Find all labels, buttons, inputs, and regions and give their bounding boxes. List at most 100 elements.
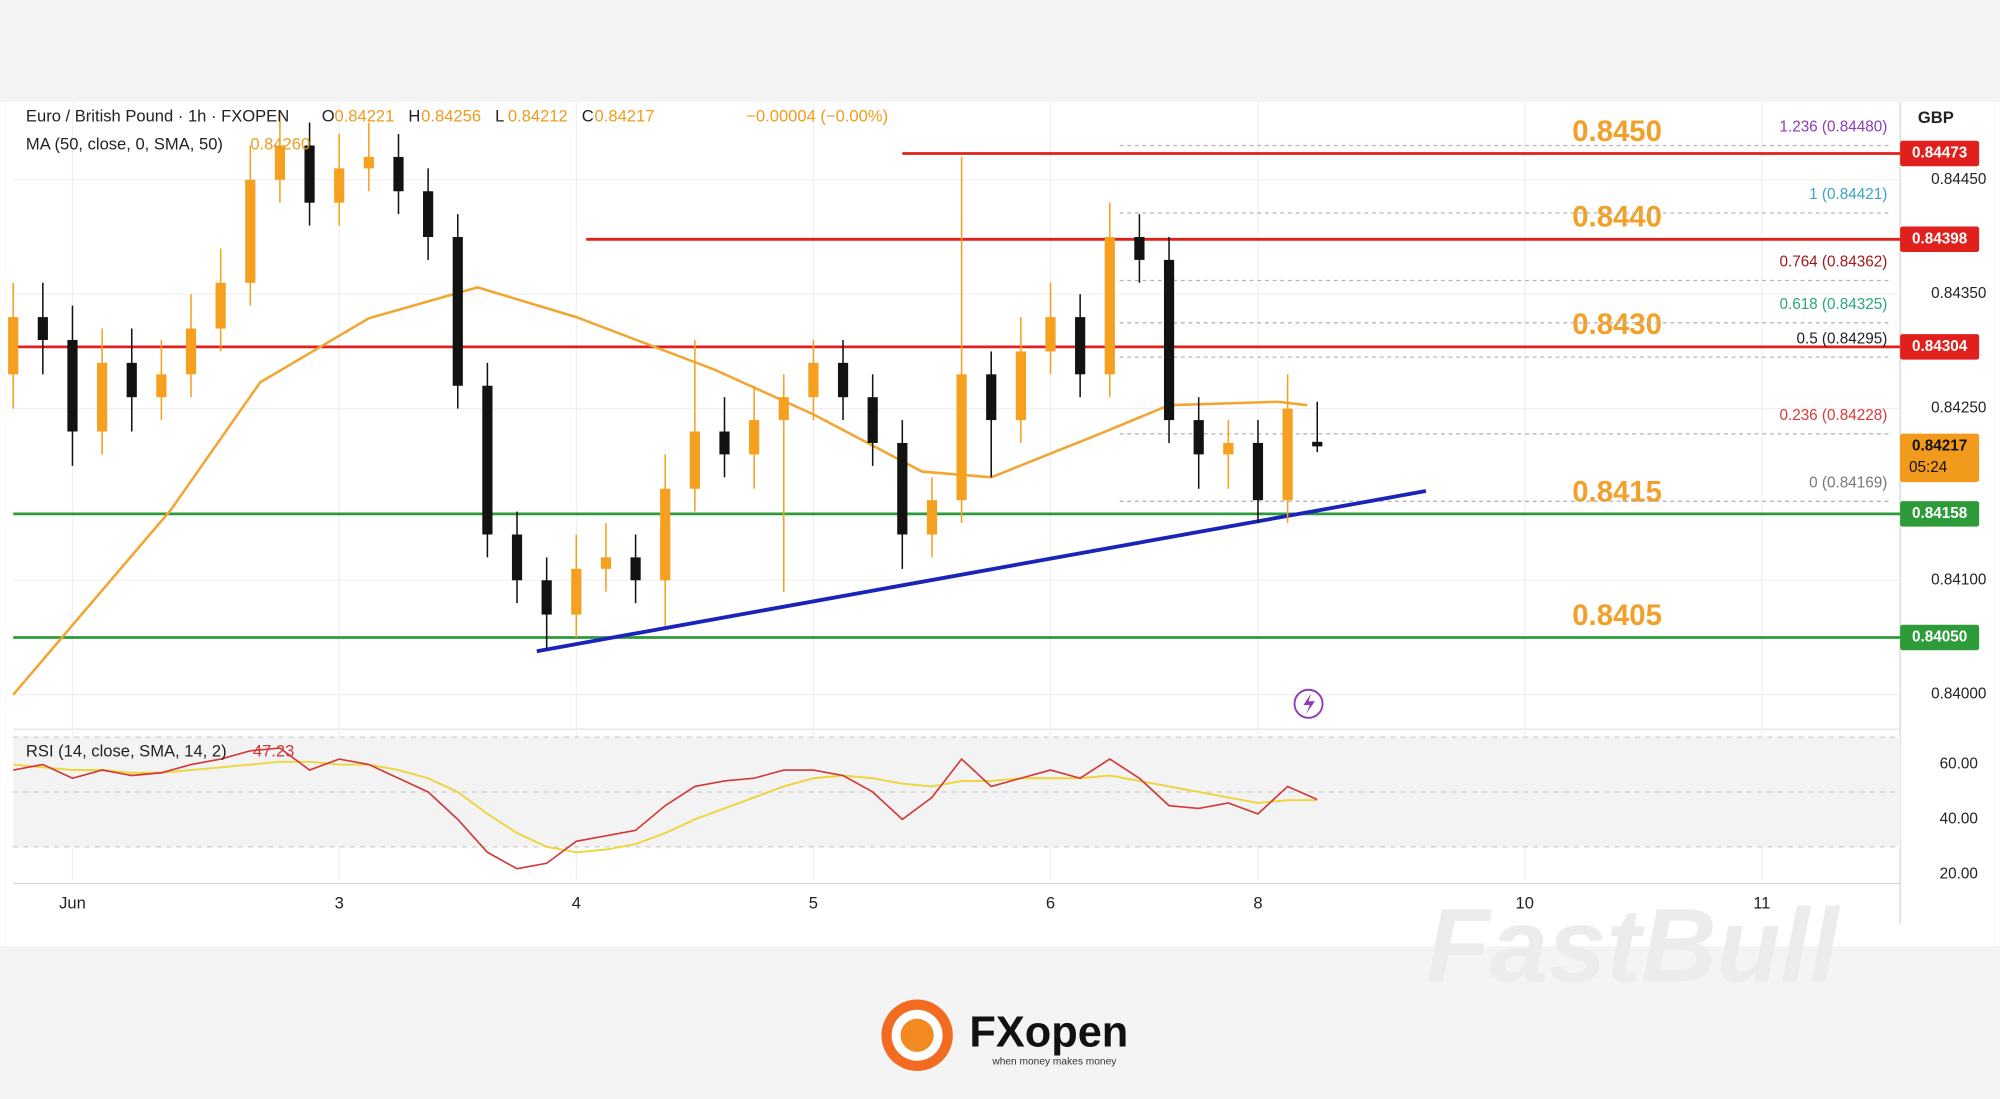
price-tag (1900, 433, 1980, 483)
ohlc-value: 0.84217 (595, 107, 655, 126)
candle-body (334, 168, 345, 203)
x-tick-label: Jun (59, 893, 86, 912)
level-tag (1900, 226, 1980, 253)
rsi-title: RSI (14, close, SMA, 14, 2) (26, 742, 227, 761)
candle-body (1045, 317, 1056, 352)
x-tick-label: 8 (1253, 893, 1262, 912)
fib-label: 0.5 (0.84295) (1796, 330, 1887, 347)
rsi-tick-label: 40.00 (1940, 810, 1978, 827)
candle-body (1104, 237, 1115, 375)
candle-body (719, 431, 730, 455)
x-tick-label: 10 (1515, 893, 1533, 912)
candle-body (956, 374, 967, 501)
candle-body (867, 397, 878, 443)
y-tick-label: 0.84250 (1931, 400, 1986, 417)
trendline (536, 489, 1427, 654)
level-tag (1900, 140, 1980, 167)
rsi-tick-label: 20.00 (1940, 865, 1978, 882)
level-tag-label: 0.84473 (1912, 145, 1967, 162)
candle-body (97, 362, 108, 432)
candle-body (1193, 420, 1204, 455)
candle-body (1312, 441, 1323, 447)
candle-body (660, 488, 671, 581)
candle-body (274, 145, 286, 180)
fib-label: 0.236 (0.84228) (1779, 407, 1887, 424)
candle-body (808, 362, 819, 398)
rsi-value: 47.23 (253, 742, 294, 761)
candle-body (897, 442, 908, 535)
candle-body (8, 317, 19, 375)
y-tick-label: 0.84350 (1931, 285, 1986, 302)
price-tag-label: 0.84217 (1912, 437, 1967, 454)
ohlc-key: H (408, 107, 420, 126)
candle-body (511, 534, 523, 581)
candle-body (986, 374, 997, 421)
candle-body (363, 156, 374, 169)
level-annotation: 0.8440 (1572, 201, 1662, 234)
x-tick-label: 3 (335, 893, 344, 912)
level-tag-label: 0.84398 (1912, 230, 1968, 247)
alert-icon (1293, 688, 1324, 719)
candle-body (689, 431, 700, 489)
ohlc-value: 0.84212 (508, 107, 568, 126)
candle-body (452, 237, 463, 386)
candle-body (423, 191, 434, 238)
tagline: when money makes money (991, 1057, 1117, 1068)
ohlc-key: O (322, 107, 335, 126)
ohlc-readout: O 0.84221 H 0.84256 L 0.84212 C 0.84217 (322, 107, 655, 126)
rsi-pane (13, 736, 1901, 870)
candle-body (749, 420, 760, 455)
level-tag-label: 0.84158 (1912, 505, 1968, 522)
ohlc-key: C (582, 107, 594, 126)
candle-body (778, 397, 789, 421)
level-annotation: 0.8430 (1572, 308, 1662, 341)
ohlc-value: 0.84221 (334, 107, 394, 126)
candle-body (1252, 442, 1264, 501)
rsi-tick-label: 60.00 (1940, 756, 1978, 773)
ohlc-value: 0.84256 (421, 107, 481, 126)
candle-body (482, 385, 493, 535)
candle-body (1015, 351, 1026, 421)
level-annotation: 0.8415 (1572, 475, 1662, 508)
candle-body (630, 557, 641, 581)
candle-body (126, 362, 137, 398)
x-tick-label: 6 (1046, 893, 1055, 912)
fib-label: 1.236 (0.84480) (1779, 119, 1887, 136)
candle-body (185, 328, 197, 375)
level-annotation: 0.8405 (1572, 599, 1662, 632)
currency: GBP (1918, 108, 1954, 127)
axes: 0.84450 0.84350 0.84250 0.84100 0.84000 Jun 3 4… (59, 140, 1986, 912)
x-tick-label: 11 (1753, 893, 1770, 912)
moving-average (12, 286, 1308, 696)
rsi-line (13, 747, 1318, 870)
ma-value: 0.84260 (250, 135, 310, 154)
candle-body (926, 500, 938, 535)
x-tick-label: 5 (809, 893, 818, 912)
ohlc-key: L (495, 107, 504, 126)
candle-body (393, 156, 404, 192)
fib-label: 0.764 (0.84362) (1779, 254, 1887, 271)
candle-body (541, 580, 552, 615)
brand: FXopen (969, 1009, 1128, 1057)
ma-title: MA (50, close, 0, SMA, 50) (26, 135, 223, 154)
level-tag-label: 0.84050 (1912, 629, 1967, 646)
countdown: 05:24 (1909, 459, 1948, 476)
fib-label: 0 (0.84169) (1809, 474, 1887, 491)
candle-body (67, 339, 78, 432)
watermark: FastBull (1426, 887, 1840, 1004)
y-tick-label: 0.84000 (1931, 686, 1986, 703)
candle-body (215, 282, 226, 329)
rsi-ma-line (13, 760, 1318, 854)
level-tag (1900, 501, 1980, 527)
candle-body (1282, 408, 1293, 501)
candle-body (1075, 317, 1086, 375)
x-tick-label: 4 (572, 893, 581, 912)
change: −0.00004 (−0.00%) (746, 107, 888, 126)
fib-label: 0.618 (0.84325) (1779, 296, 1887, 313)
fib-label: 1 (0.84421) (1809, 186, 1887, 203)
candle-body (837, 362, 849, 398)
candle-body (1163, 259, 1175, 421)
candle-body (1223, 442, 1234, 455)
